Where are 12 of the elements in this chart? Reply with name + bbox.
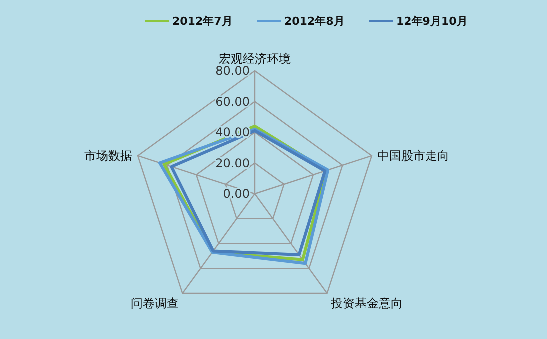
legend-label: 2012年7月 [172,15,233,28]
spoke-label: 宏观经济环境 [219,52,291,66]
y-tick-label: 20.00 [216,156,250,170]
y-tick-label: 60.00 [216,94,250,109]
spoke-label: 中国股市走向 [378,148,450,163]
y-tick-label: 80.00 [216,64,250,78]
spoke-label: 问卷调查 [131,296,180,311]
spoke-label: 投资基金意向 [330,296,403,311]
legend-label: 2012年8月 [284,15,345,28]
legend-label: 12年9月10月 [396,15,468,28]
spoke-label: 市场数据 [84,148,132,163]
y-tick-label: 0.00 [223,187,250,201]
